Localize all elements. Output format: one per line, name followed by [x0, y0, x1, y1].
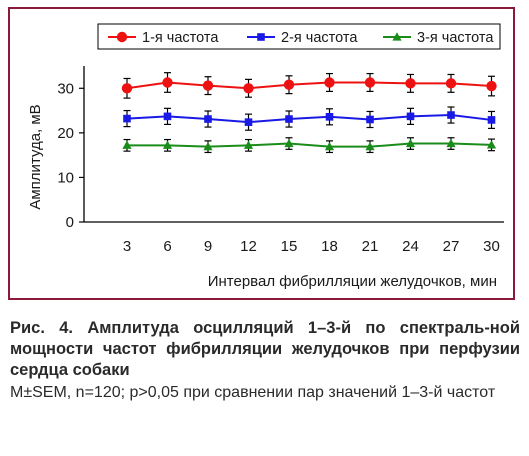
x-tick-label: 21	[362, 238, 379, 255]
data-point	[284, 138, 294, 148]
series-layer	[121, 72, 497, 154]
data-point	[243, 140, 254, 149]
data-point	[446, 138, 456, 148]
y-tick-label: 10	[57, 169, 74, 186]
data-point	[405, 138, 416, 148]
data-point	[364, 77, 376, 88]
y-tick-label: 20	[57, 125, 74, 142]
data-point	[283, 79, 295, 90]
data-point	[405, 78, 416, 89]
caption-title: Рис. 4. Амплитуда осцилляций 1–3-й по сп…	[10, 319, 520, 379]
legend-marker	[116, 31, 128, 43]
legend-marker	[392, 32, 402, 41]
series-line	[126, 114, 492, 124]
data-point	[204, 115, 212, 123]
y-tick-label: 30	[57, 80, 74, 97]
data-point	[486, 80, 497, 92]
data-point	[324, 141, 335, 151]
data-point	[162, 140, 173, 149]
data-point	[406, 112, 415, 121]
series-2	[123, 106, 496, 131]
data-point	[445, 78, 457, 89]
legend-label: 1-я частота	[142, 30, 219, 46]
legend-label: 3-я частота	[417, 30, 494, 46]
data-point	[486, 140, 497, 149]
data-point	[122, 140, 132, 149]
data-point	[447, 111, 455, 119]
data-point	[203, 141, 213, 151]
data-point	[244, 118, 253, 126]
legend-box	[97, 23, 501, 50]
data-point	[285, 115, 293, 123]
x-tick-label: 27	[443, 238, 460, 255]
data-point	[202, 80, 214, 91]
data-point	[325, 113, 334, 121]
data-point	[162, 77, 173, 88]
data-point	[487, 116, 496, 124]
figure-caption: Рис. 4. Амплитуда осцилляций 1–3-й по сп…	[10, 318, 520, 403]
x-tick-label: 30	[483, 238, 500, 255]
x-axis-label: Интервал фибрилляции желудочков, мин	[208, 273, 497, 290]
y-axis-label: Амплитуда, мВ	[27, 104, 44, 209]
series-3	[122, 137, 497, 154]
data-point	[366, 115, 374, 124]
data-point	[243, 83, 254, 94]
x-tick-label: 3	[123, 238, 131, 255]
caption-note: M±SEM, n=120; p>0,05 при сравнении пар з…	[10, 384, 496, 401]
x-tick-label: 15	[281, 238, 298, 255]
series-1	[121, 72, 497, 99]
x-tick-label: 6	[163, 238, 171, 255]
data-point	[365, 141, 375, 151]
x-tick-label: 24	[402, 238, 419, 255]
axes: 0 10 20 30 3 6 9 12 15 18 21 24 27 30	[57, 66, 504, 255]
legend-label: 2-я частота	[281, 30, 358, 46]
data-point	[324, 77, 335, 88]
legend: 1-я частота 2-я частота 3-я частота	[97, 23, 501, 50]
x-tick-label: 18	[321, 238, 338, 255]
chart-frame	[8, 7, 515, 300]
data-point	[163, 112, 172, 121]
data-point	[123, 114, 131, 123]
x-tick-label: 12	[240, 238, 257, 255]
legend-marker	[257, 33, 265, 41]
data-point	[121, 83, 133, 94]
x-tick-label: 9	[204, 238, 212, 255]
y-tick-label: 0	[66, 214, 74, 231]
chart-plot: 1-я частота 2-я частота 3-я частота 0 10 20 3…	[27, 23, 504, 290]
series-line	[126, 81, 492, 90]
series-line	[127, 142, 492, 148]
